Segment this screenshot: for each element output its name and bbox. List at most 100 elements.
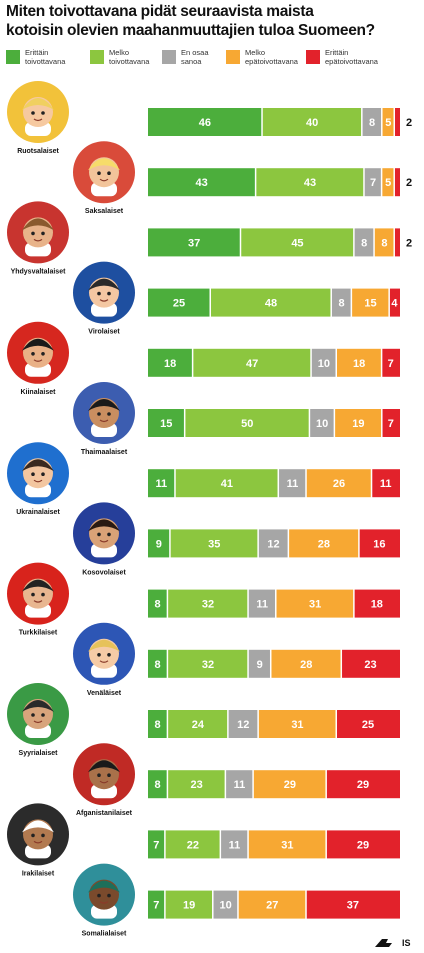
chart-title: Miten toivottavana pidät seuraavista mai…	[6, 2, 416, 40]
bar-segment	[331, 288, 351, 317]
bar-segment	[337, 348, 381, 377]
data-label: 28	[300, 659, 312, 671]
data-label: 8	[155, 599, 161, 611]
data-label: 31	[291, 719, 303, 731]
data-label: 32	[202, 659, 214, 671]
avatar-mouth	[99, 178, 109, 182]
country-avatar: Saksalaiset	[73, 141, 135, 215]
bar-segment	[213, 890, 238, 919]
avatar-mouth	[99, 780, 109, 784]
bar-segment	[148, 589, 167, 618]
country-avatar: Afganistanilaiset	[73, 743, 135, 817]
avatar-eye	[107, 171, 111, 175]
data-label: 10	[316, 418, 328, 430]
bar-segment	[148, 770, 167, 799]
bar-segment	[148, 529, 170, 558]
bar-segment	[362, 108, 382, 136]
data-label: 18	[353, 358, 365, 370]
bar-segment	[165, 830, 220, 859]
bar-segment	[148, 108, 262, 136]
category-label: Thaimaalaiset	[81, 449, 128, 456]
country-avatar: Turkkilaiset	[7, 562, 69, 637]
bar-segment	[354, 228, 374, 257]
bar-segment	[253, 770, 326, 799]
data-label: 19	[183, 900, 195, 912]
bar-segment	[148, 649, 167, 678]
bar-segment	[337, 710, 400, 738]
bar-segment	[352, 288, 389, 317]
avatar-eye	[31, 833, 35, 838]
data-label: 8	[338, 298, 344, 310]
category-label: Irakilaiset	[22, 870, 55, 877]
bar-segment	[359, 529, 400, 558]
category-label: Saksalaiset	[85, 208, 124, 215]
data-label: 5	[385, 117, 391, 129]
bar-segment	[165, 890, 213, 919]
data-label: 16	[373, 538, 385, 550]
category-label: Virolaiset	[88, 329, 120, 336]
data-label: 22	[187, 839, 199, 851]
bar-segment	[148, 710, 167, 738]
avatar-mouth	[33, 720, 43, 724]
category-label: Kiinalaiset	[20, 389, 56, 396]
data-label: 15	[364, 298, 376, 310]
bar-segment	[342, 649, 400, 678]
country-avatar: Kiinalaiset	[7, 321, 69, 396]
data-label: 2	[406, 237, 412, 249]
avatar-eye	[31, 352, 35, 356]
logo-mark	[375, 939, 392, 947]
country-avatar: Virolaiset	[73, 261, 135, 336]
bar-segment	[258, 529, 288, 558]
legend-swatch	[162, 50, 176, 64]
avatar-mouth	[33, 840, 43, 844]
avatar-hair	[88, 760, 120, 773]
legend-swatch	[6, 50, 20, 64]
avatar-mouth	[99, 299, 109, 302]
bar-segment	[185, 409, 309, 437]
country-avatar: Ruotsalaiset	[7, 81, 69, 155]
avatar-eye	[97, 291, 101, 296]
avatar-mouth	[33, 600, 43, 603]
legend-label: Erittäin epätoivottavana	[325, 48, 378, 66]
title-line-2: kotoisin olevien maahanmuuttajien tuloa …	[6, 22, 375, 39]
data-label: 19	[352, 418, 364, 430]
data-label: 2	[406, 177, 412, 189]
legend-label: Erittäin toivottavana	[25, 48, 66, 66]
legend-swatch	[306, 50, 320, 64]
legend-swatch	[90, 50, 104, 64]
avatar-mouth	[33, 238, 43, 242]
avatar-eye	[41, 231, 45, 236]
data-label: 32	[202, 599, 214, 611]
avatar-hair	[88, 399, 120, 411]
bar-segment	[168, 770, 225, 799]
avatar-eye	[31, 111, 35, 115]
bar-segment	[382, 108, 394, 136]
avatars: Ruotsalaiset Saksalaiset Yhdysvaltalaiset V…	[7, 81, 135, 938]
data-label: 7	[153, 900, 159, 912]
data-label: 9	[156, 538, 162, 550]
category-label: Yhdysvaltalaiset	[11, 268, 67, 275]
data-label: 10	[318, 358, 330, 370]
bar-segment	[389, 288, 400, 317]
data-label: 18	[371, 599, 383, 611]
data-label: 10	[219, 900, 231, 912]
country-avatar: Irakilaiset	[7, 803, 69, 877]
avatar-mouth	[99, 901, 109, 904]
bar-segment	[306, 890, 400, 919]
bar-segment	[382, 409, 400, 437]
data-label: 15	[160, 418, 172, 430]
avatar-mouth	[99, 539, 109, 543]
data-label: 25	[362, 719, 374, 731]
avatar-eye	[41, 592, 45, 597]
data-label: 37	[347, 900, 359, 912]
bar-segment	[326, 830, 400, 859]
data-label: 11	[156, 478, 168, 490]
category-label: Ukrainalaiset	[16, 509, 60, 516]
category-label: Turkkilaiset	[19, 630, 58, 637]
bar-segment	[394, 228, 400, 257]
avatar-hair	[22, 218, 54, 231]
data-label: 7	[153, 839, 159, 851]
data-label: 43	[196, 177, 208, 189]
bar-segment	[221, 830, 248, 859]
data-label: 9	[257, 659, 263, 671]
